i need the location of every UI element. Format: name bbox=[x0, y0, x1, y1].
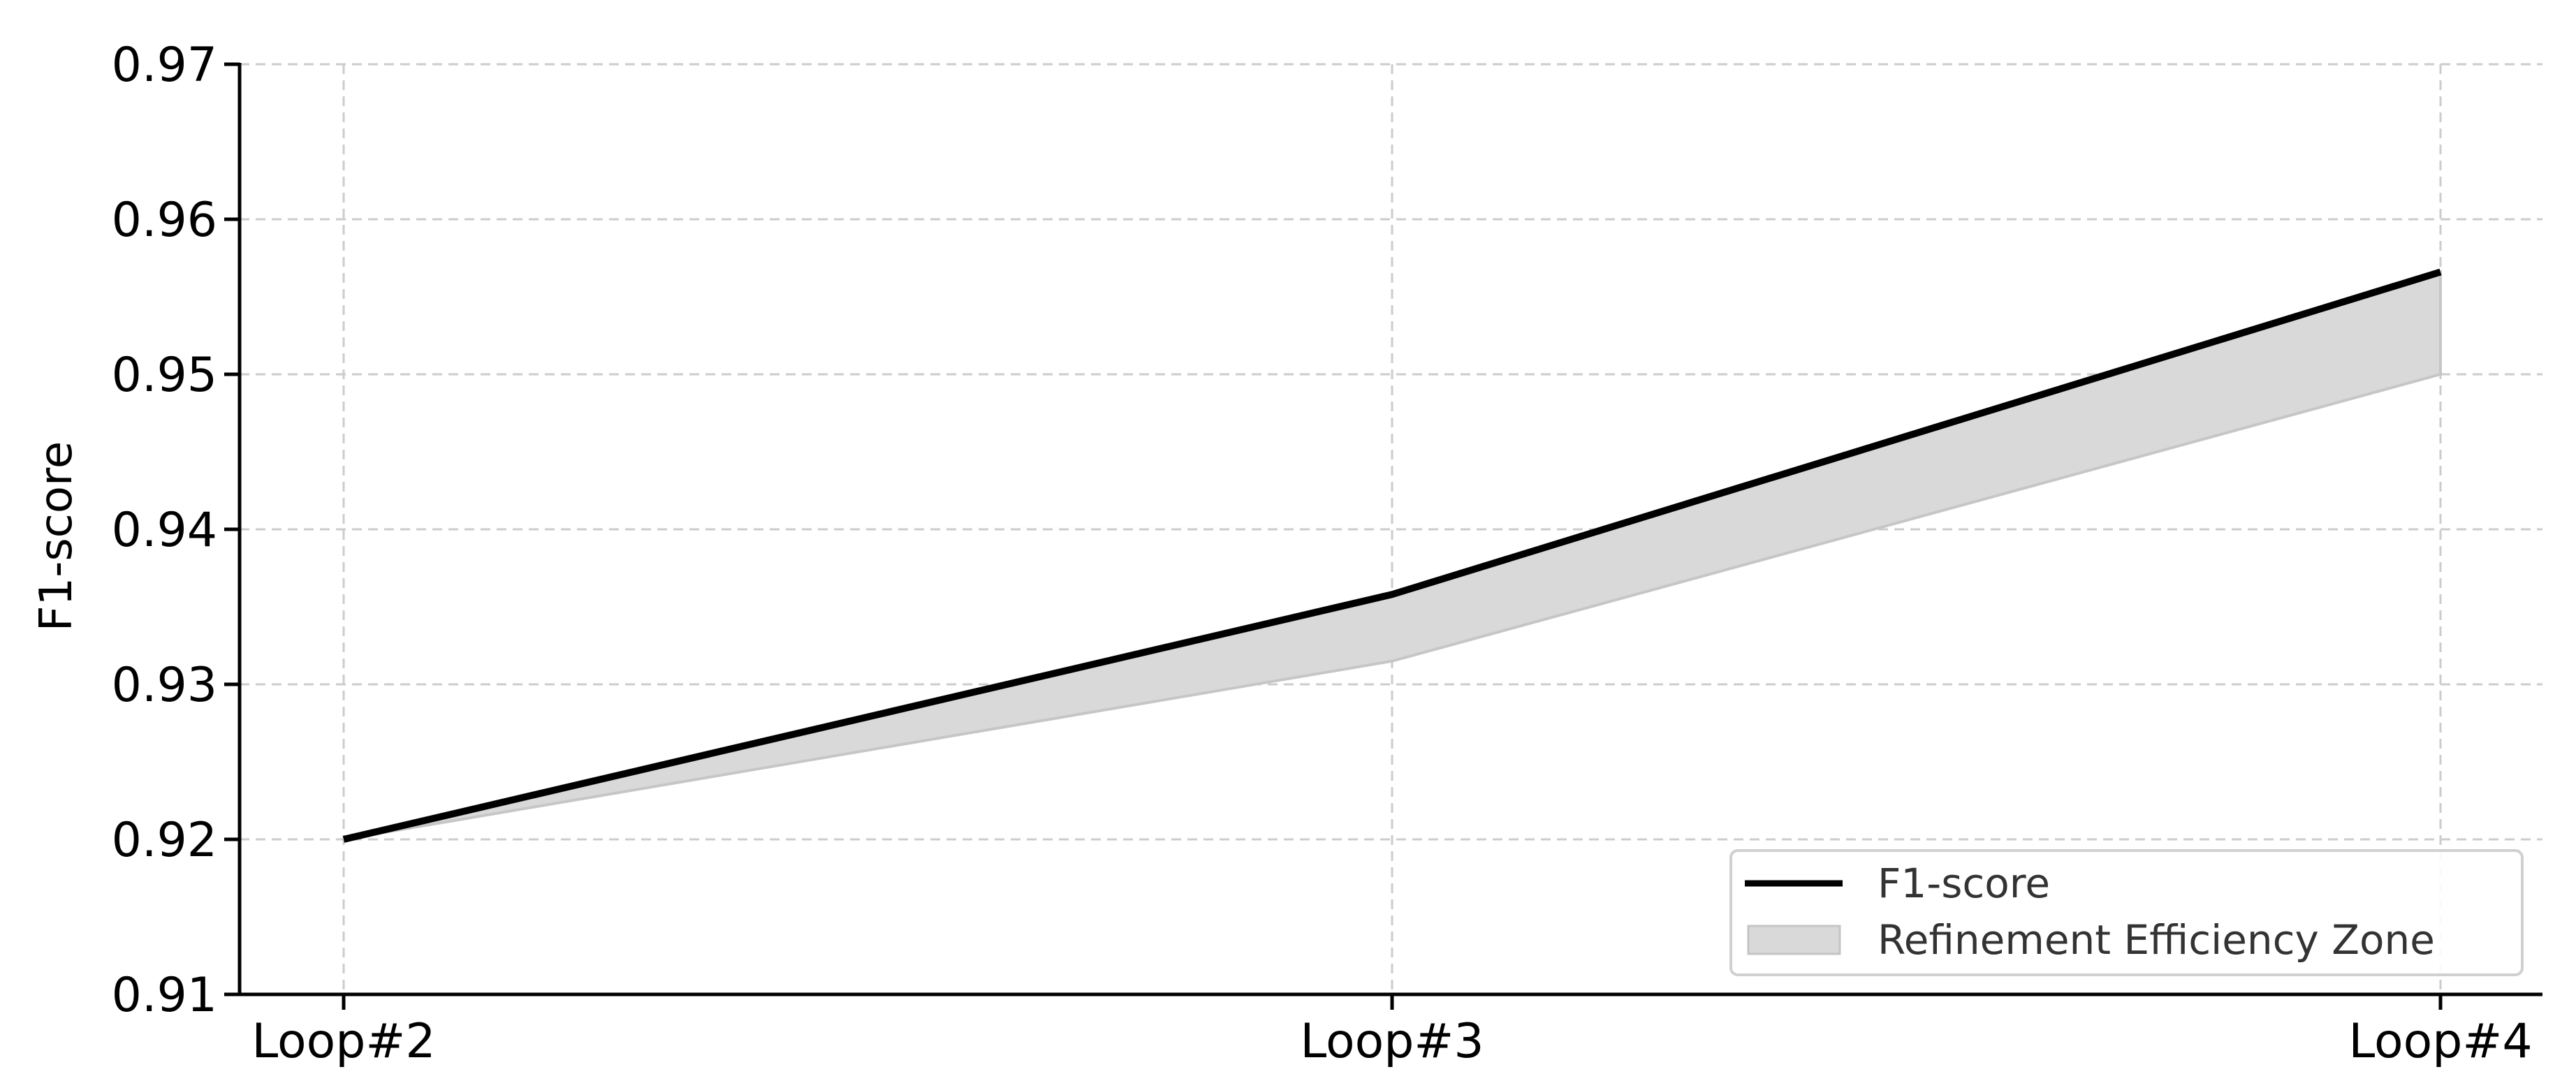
y-tick-label-5: 0.96 bbox=[112, 193, 217, 248]
legend-label-f1-score: F1-score bbox=[1878, 860, 2050, 907]
x-tick-label-1: Loop#3 bbox=[1300, 1014, 1484, 1069]
y-axis-label: F1-score bbox=[31, 441, 82, 632]
y-tick-label-4: 0.95 bbox=[112, 348, 217, 403]
legend-band-swatch bbox=[1747, 925, 1841, 955]
y-tick-label-6: 0.97 bbox=[112, 38, 217, 93]
f1-score-line bbox=[342, 268, 2442, 843]
y-tick-label-3: 0.94 bbox=[112, 503, 217, 558]
y-tick-label-0: 0.91 bbox=[112, 968, 217, 1023]
x-ticks: Loop#2 Loop#3 Loop#4 bbox=[251, 994, 2533, 1069]
f1-score-series bbox=[342, 268, 2442, 843]
x-tick-label-0: Loop#2 bbox=[251, 1014, 435, 1069]
legend-label-refinement-efficiency-zone: Refinement Efficiency Zone bbox=[1878, 916, 2435, 964]
x-tick-label-2: Loop#4 bbox=[2348, 1014, 2532, 1069]
y-tick-label-1: 0.92 bbox=[112, 813, 217, 868]
y-ticks: 0.91 0.92 0.93 0.94 0.95 0.96 0.97 bbox=[112, 38, 240, 1023]
legend: F1-score Refinement Efficiency Zone bbox=[1729, 849, 2524, 976]
legend-box bbox=[1729, 849, 2524, 976]
y-tick-label-2: 0.93 bbox=[112, 658, 217, 713]
